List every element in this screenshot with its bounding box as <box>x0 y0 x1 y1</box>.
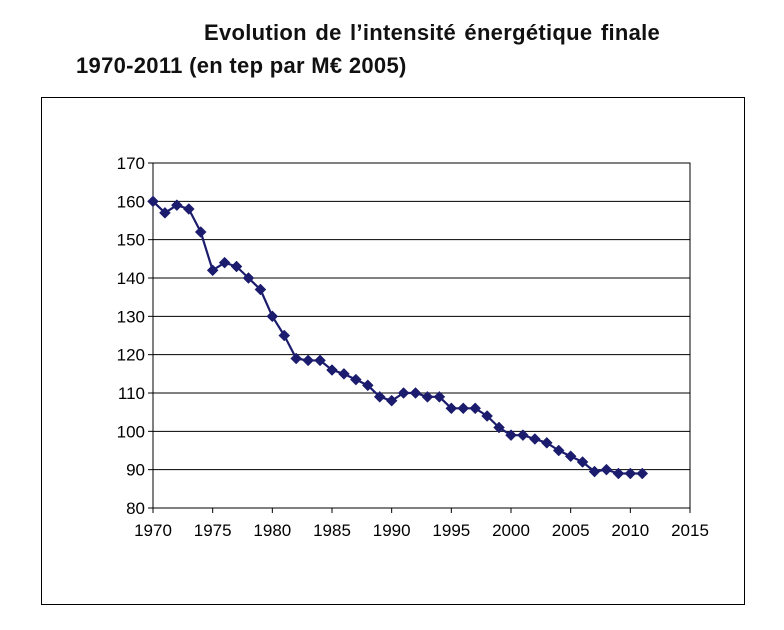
data-point-marker <box>326 364 338 376</box>
data-point-marker <box>564 450 577 463</box>
data-point-marker <box>624 467 637 480</box>
data-point-marker <box>552 444 565 457</box>
x-tick-label: 1995 <box>432 521 470 540</box>
data-point-marker <box>576 456 589 468</box>
data-point-marker <box>338 367 350 380</box>
data-point-marker <box>493 421 505 434</box>
data-point-marker <box>194 226 207 238</box>
data-point-marker <box>171 199 183 212</box>
data-point-marker <box>540 436 553 449</box>
y-tick-label: 140 <box>117 269 145 288</box>
x-tick-label: 1980 <box>253 521 291 540</box>
y-tick-label: 90 <box>126 461 145 480</box>
data-point-marker <box>266 310 279 323</box>
x-tick-label: 1970 <box>134 521 172 540</box>
plot-area <box>152 162 691 509</box>
data-point-marker <box>588 465 601 478</box>
x-tick-label: 2010 <box>611 521 649 540</box>
x-tick-label: 1990 <box>373 521 411 540</box>
data-point-marker <box>278 329 291 342</box>
x-tick-label: 2015 <box>671 521 709 540</box>
y-tick-label: 120 <box>117 346 145 365</box>
y-tick-label: 150 <box>117 231 145 250</box>
data-point-marker <box>457 402 470 415</box>
data-point-marker <box>373 390 386 403</box>
data-point-marker <box>350 373 362 386</box>
data-point-marker <box>433 390 446 403</box>
grid-lines <box>153 200 690 471</box>
data-point-marker <box>529 433 541 445</box>
data-point-marker <box>636 467 649 480</box>
data-point-marker <box>361 379 374 392</box>
y-tick-label: 80 <box>126 499 145 518</box>
data-point-marker <box>445 402 458 415</box>
data-point-marker <box>206 264 219 277</box>
data-point-marker <box>517 429 529 442</box>
data-point-marker <box>290 352 303 365</box>
data-point-marker <box>182 203 195 215</box>
chart-title-line-2: 1970-2011 (en tep par M€ 2005) <box>76 53 407 78</box>
data-point-marker <box>469 402 482 415</box>
y-tick-label: 160 <box>117 192 145 211</box>
y-axis: 80 90 100 110 120 130 140 150 160 170 <box>117 154 153 518</box>
y-tick-label: 130 <box>117 307 145 326</box>
data-point-marker <box>612 467 625 480</box>
y-tick-label: 170 <box>117 154 145 173</box>
data-point-marker <box>421 390 434 403</box>
data-point-marker <box>481 410 493 422</box>
data-point-marker <box>409 387 422 399</box>
data-point-marker <box>230 260 243 273</box>
data-point-marker <box>147 195 159 208</box>
x-tick-label: 1975 <box>194 521 232 540</box>
data-point-marker <box>600 463 613 476</box>
x-tick-label: 2005 <box>552 521 590 540</box>
data-point-marker <box>218 256 231 269</box>
data-point-marker <box>302 354 314 367</box>
data-point-marker <box>505 429 517 442</box>
chart-title-line-1: Evolution de l’intensité énergétique fin… <box>204 20 661 45</box>
x-axis: 1970 1975 1980 1985 1990 1995 2000 2005 2010 2015 <box>134 508 709 540</box>
chart-frame <box>41 97 745 605</box>
data-point-marker <box>242 272 255 284</box>
data-point-marker <box>159 206 171 219</box>
data-point-marker <box>385 394 398 407</box>
x-tick-label: 1985 <box>313 521 351 540</box>
x-tick-label: 2000 <box>492 521 530 540</box>
y-tick-label: 110 <box>118 384 145 403</box>
y-tick-label: 100 <box>117 422 145 441</box>
data-point-marker <box>254 283 267 296</box>
series-group <box>147 195 649 480</box>
data-point-marker <box>314 354 326 367</box>
data-point-marker <box>397 387 410 399</box>
